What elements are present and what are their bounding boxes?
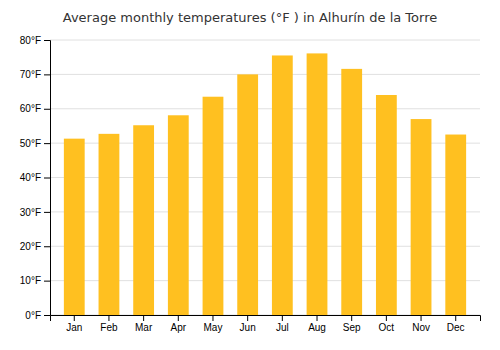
bar [272,55,293,315]
x-tick-label: Oct [379,322,395,333]
y-tick-mark [44,74,50,75]
bar [64,139,85,315]
x-tick-mark [247,315,248,321]
grid-line [50,74,480,75]
y-tick-label: 40°F [20,172,41,183]
y-tick-mark [44,315,50,316]
x-tick-label: Jul [276,322,289,333]
y-tick-label: 0°F [25,310,41,321]
y-tick-mark [44,212,50,213]
y-tick-mark [44,143,50,144]
x-tick-mark [282,315,283,321]
bar [168,115,189,315]
x-tick-label: Mar [135,322,153,333]
y-tick-label: 10°F [20,275,41,286]
x-tick-mark [421,315,422,321]
bar [411,119,432,315]
x-tick: Mar [135,315,153,333]
y-tick-label: 20°F [20,241,41,252]
y-tick: 80°F [20,35,50,46]
y-tick-label: 70°F [20,69,41,80]
bar [237,74,258,315]
x-tick-label: Feb [100,322,118,333]
x-axis: Jan Feb Mar Apr May Jun Jul Aug Sep Oct Nov Dec [51,315,481,333]
y-tick-mark [44,178,50,179]
y-tick: 60°F [20,103,50,114]
y-tick: 50°F [20,138,50,149]
x-tick-mark [143,315,144,321]
x-tick: May [204,315,223,333]
y-tick-label: 80°F [20,35,41,46]
y-axis-line [44,41,51,316]
x-tick-mark [178,315,179,321]
bar [133,125,154,315]
y-tick: 30°F [20,207,50,218]
x-tick-mark [351,315,352,321]
bar [203,97,224,315]
x-tick-label: May [204,322,223,333]
x-tick: Jan [66,315,82,333]
y-tick-label: 30°F [20,207,41,218]
x-tick-label: Dec [447,322,465,333]
bar [307,53,328,315]
x-tick: Oct [379,315,395,333]
x-tick: Aug [308,315,326,333]
x-tick: Dec [447,315,465,333]
y-tick: 0°F [25,310,50,321]
x-tick: Nov [412,315,430,333]
y-tick: 10°F [20,275,50,286]
y-axis: 0°F 10°F 20°F 30°F 40°F 50°F 60°F 70°F 80°F [20,35,51,321]
x-tick-label: Sep [343,322,361,333]
grid-line [50,108,480,109]
grid [50,40,480,315]
x-tick-mark [108,315,109,321]
chart: Average monthly temperatures (°F ) in Al… [0,0,500,350]
y-tick: 70°F [20,69,50,80]
x-tick-label: Jun [240,322,256,333]
y-tick-mark [44,109,50,110]
bar [376,95,397,315]
y-tick: 20°F [20,241,50,252]
x-tick-mark [317,315,318,321]
x-tick-mark [74,315,75,321]
x-tick-mark [455,315,456,321]
x-tick-label: Aug [308,322,326,333]
x-tick: Feb [100,315,118,333]
y-tick-mark [44,246,50,247]
x-tick-label: Jan [66,322,82,333]
bar [99,134,120,315]
x-tick: Apr [171,315,187,333]
bars [64,53,466,315]
y-tick-label: 60°F [20,103,41,114]
x-tick: Jun [240,315,256,333]
title: Average monthly temperatures (°F ) in Al… [63,10,437,25]
x-tick: Sep [343,315,361,333]
x-tick: Jul [276,315,289,333]
bar [341,69,362,315]
y-tick-mark [44,40,50,41]
x-tick-label: Nov [412,322,430,333]
x-tick-label: Apr [171,322,187,333]
x-tick-mark [386,315,387,321]
bar [445,135,466,315]
y-tick-mark [44,281,50,282]
plot: Jan Feb Mar Apr May Jun Jul Aug Sep Oct Nov Dec 0°F 1… [20,35,481,333]
y-tick-label: 50°F [20,138,41,149]
x-axis-line [51,316,481,322]
y-tick: 40°F [20,172,50,183]
x-tick-mark [212,315,213,321]
grid-line [50,40,480,41]
